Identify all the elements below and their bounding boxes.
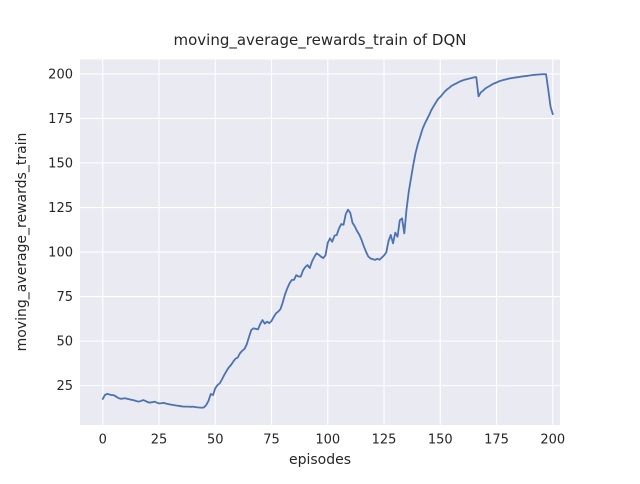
x-axis-label: episodes [289,452,351,468]
x-tick-label: 25 [151,433,168,448]
x-tick-label: 75 [263,433,280,448]
y-tick-label: 100 [48,246,73,261]
x-tick-label: 125 [372,433,397,448]
x-tick-label: 50 [207,433,224,448]
chart-title: moving_average_rewards_train of DQN [173,31,466,50]
x-tick-labels: 0 25 50 75 100 125 150 175 200 [99,433,566,448]
gridlines [80,59,560,425]
y-tick-labels: 25 50 75 100 125 150 175 200 [48,67,73,394]
y-axis-label: moving_average_rewards_train [14,133,30,352]
x-tick-label: 175 [484,433,509,448]
y-tick-label: 200 [48,67,73,82]
series-line [101,73,554,409]
x-tick-label: 100 [315,433,340,448]
plot-area [80,59,560,425]
y-tick-label: 25 [56,379,73,394]
y-tick-label: 50 [56,335,73,350]
x-tick-label: 200 [540,433,565,448]
x-tick-label: 150 [428,433,453,448]
y-tick-label: 125 [48,201,73,216]
series-path [101,73,554,409]
y-tick-label: 150 [48,156,73,171]
y-tick-label: 75 [56,290,73,305]
x-tick-label: 0 [99,433,107,448]
y-tick-label: 175 [48,112,73,127]
